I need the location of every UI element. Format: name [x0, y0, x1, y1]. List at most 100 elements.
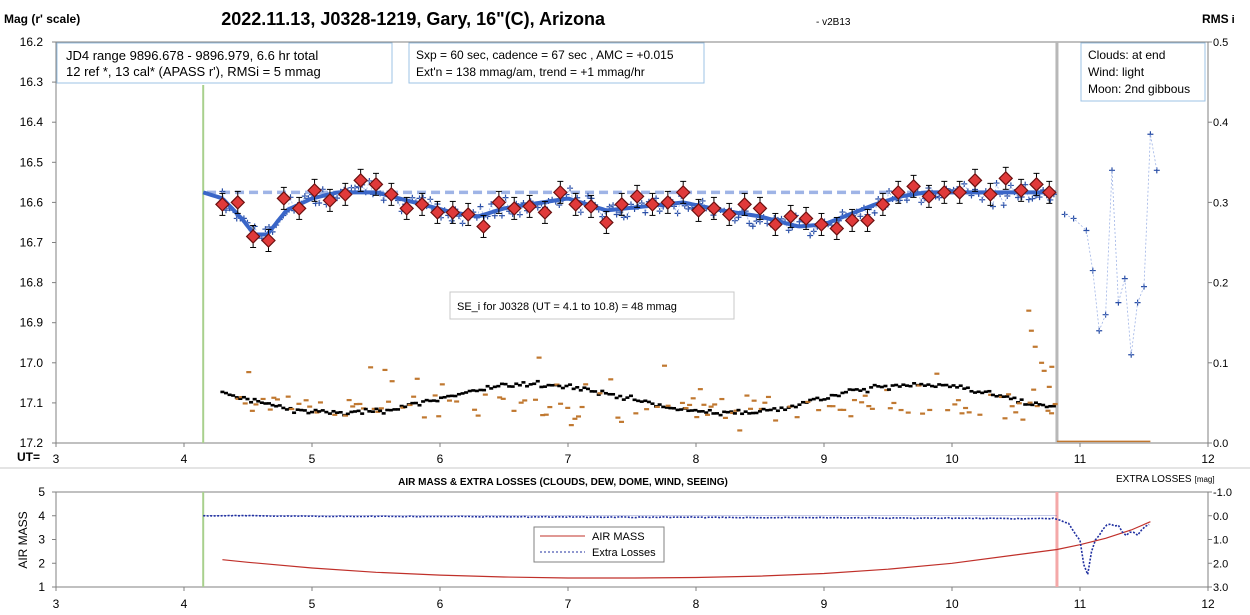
rms-black-mark	[1048, 404, 1053, 408]
rms-orange-mark	[532, 398, 538, 401]
rms-orange-mark	[920, 412, 926, 415]
rms-black-mark	[890, 384, 895, 387]
rms-orange-mark	[633, 412, 639, 415]
upper-x-axis-label: UT=	[17, 450, 40, 464]
rms-black-mark	[542, 385, 547, 388]
lower-legend-frame	[533, 526, 665, 563]
rms-orange-mark	[708, 405, 714, 408]
rms-black-mark	[292, 411, 297, 415]
rms-black-mark	[808, 398, 813, 402]
rms-black-mark	[772, 407, 777, 410]
rms-orange-mark	[1032, 345, 1038, 348]
rms-black-mark	[485, 384, 490, 388]
raw-measurement-point	[785, 227, 792, 234]
rms-black-mark	[310, 410, 314, 414]
rms-black-mark	[729, 410, 734, 413]
rms-black-mark	[707, 408, 712, 412]
rms-orange-mark	[289, 407, 295, 411]
rms-black-mark	[937, 383, 942, 386]
rms-black-mark	[453, 394, 458, 398]
rms-black-mark	[883, 384, 888, 388]
rms-orange-mark	[558, 402, 564, 405]
upper-left-tick-label: 16.2	[20, 35, 44, 49]
rms-black-mark	[747, 412, 752, 415]
rms-orange-mark	[619, 420, 625, 423]
rms-orange-mark	[497, 396, 503, 399]
rms-black-mark	[833, 393, 838, 397]
rms-black-mark	[965, 386, 970, 390]
rms-black-mark	[467, 389, 472, 393]
note-exposure-line-1: Sxp = 60 sec, cadence = 67 sec , AMC = +…	[416, 48, 674, 62]
upper-left-tick-label: 16.8	[20, 276, 44, 290]
binned-point	[921, 189, 937, 204]
rms-black-mark	[335, 411, 340, 414]
rms-orange-mark	[242, 402, 248, 405]
lower-right-axis-label-main: EXTRA LOSSES	[1116, 474, 1192, 485]
rms-black-mark	[603, 391, 608, 395]
rms-black-mark	[861, 387, 866, 391]
rms-orange-mark	[751, 399, 757, 402]
rms-black-mark	[944, 383, 949, 387]
rms-black-mark	[725, 410, 730, 414]
rms-scatter-layer	[220, 309, 1151, 443]
rms-orange-mark	[307, 405, 313, 408]
rms-orange-mark	[1045, 409, 1051, 412]
rms-orange-mark	[343, 414, 349, 417]
rms-orange-mark	[841, 408, 847, 412]
lower-plot-title: AIR MASS & EXTRA LOSSES (CLOUDS, DEW, DO…	[398, 477, 728, 488]
rms-black-mark	[847, 388, 852, 391]
rms-black-mark	[818, 398, 823, 402]
note-box-conditions-frame	[1080, 42, 1206, 102]
note-jd-range-line-2: 12 ref *, 13 cal* (APASS r'), RMSi = 5 m…	[66, 64, 321, 79]
rms-orange-mark	[1016, 402, 1022, 405]
binned-point	[322, 193, 338, 208]
rms-black-mark	[245, 397, 250, 401]
binned-point	[384, 187, 399, 202]
lower-x-tick-label: 7	[565, 597, 572, 611]
rms-orange-mark	[952, 403, 958, 406]
rms-black-mark	[1005, 395, 1010, 398]
rms-orange-mark	[737, 429, 743, 432]
lower-x-tick-label: 10	[945, 597, 959, 611]
rms-black-mark	[1001, 395, 1006, 398]
rms-black-mark	[234, 396, 239, 399]
rms-black-mark	[894, 383, 899, 387]
rms-orange-mark	[733, 409, 739, 412]
rms-orange-mark	[1041, 369, 1047, 372]
rms-black-mark	[840, 391, 845, 395]
rms-black-mark	[614, 396, 619, 400]
rms-orange-mark	[963, 406, 969, 410]
binned-point	[737, 197, 752, 212]
upper-left-tick-label: 16.6	[20, 195, 44, 209]
note-box-jd-range-frame	[56, 42, 393, 84]
rms-orange-mark	[644, 408, 650, 411]
rms-black-mark	[374, 407, 379, 411]
rms-orange-mark	[271, 396, 277, 399]
rms-black-mark	[281, 406, 286, 410]
upper-left-axis-label: Mag (r' scale)	[4, 12, 80, 26]
rms-black-mark	[718, 413, 723, 417]
rms-orange-mark	[1013, 411, 1019, 414]
upper-left-tick-label: 17.0	[20, 356, 44, 370]
upper-right-tick-label: 0.0	[1213, 438, 1228, 450]
raw-measurement-point	[491, 212, 498, 219]
rms-black-mark	[345, 412, 350, 416]
binned-point	[491, 195, 507, 210]
note-conditions-clouds: Clouds: at end	[1088, 48, 1165, 62]
binned-point	[645, 197, 660, 212]
upper-right-axis-label: RMS i	[1202, 12, 1235, 26]
rms-black-mark	[844, 390, 849, 394]
rms-orange-mark	[608, 378, 614, 381]
rms-black-mark	[765, 408, 770, 412]
raw-measurement-point	[380, 197, 387, 204]
rms-black-mark	[299, 408, 304, 412]
note-box-se-frame	[449, 291, 735, 320]
rms-orange-mark	[386, 400, 392, 403]
rms-black-mark	[532, 382, 537, 386]
binned-point	[798, 211, 814, 226]
rms-orange-mark	[267, 408, 273, 411]
rms-orange-mark	[787, 405, 793, 408]
lower-right-axis-unit: [mag]	[1195, 475, 1215, 484]
rms-black-mark	[302, 409, 307, 412]
lower-left-y-ticks: 5 4 3 2 1	[38, 485, 56, 594]
